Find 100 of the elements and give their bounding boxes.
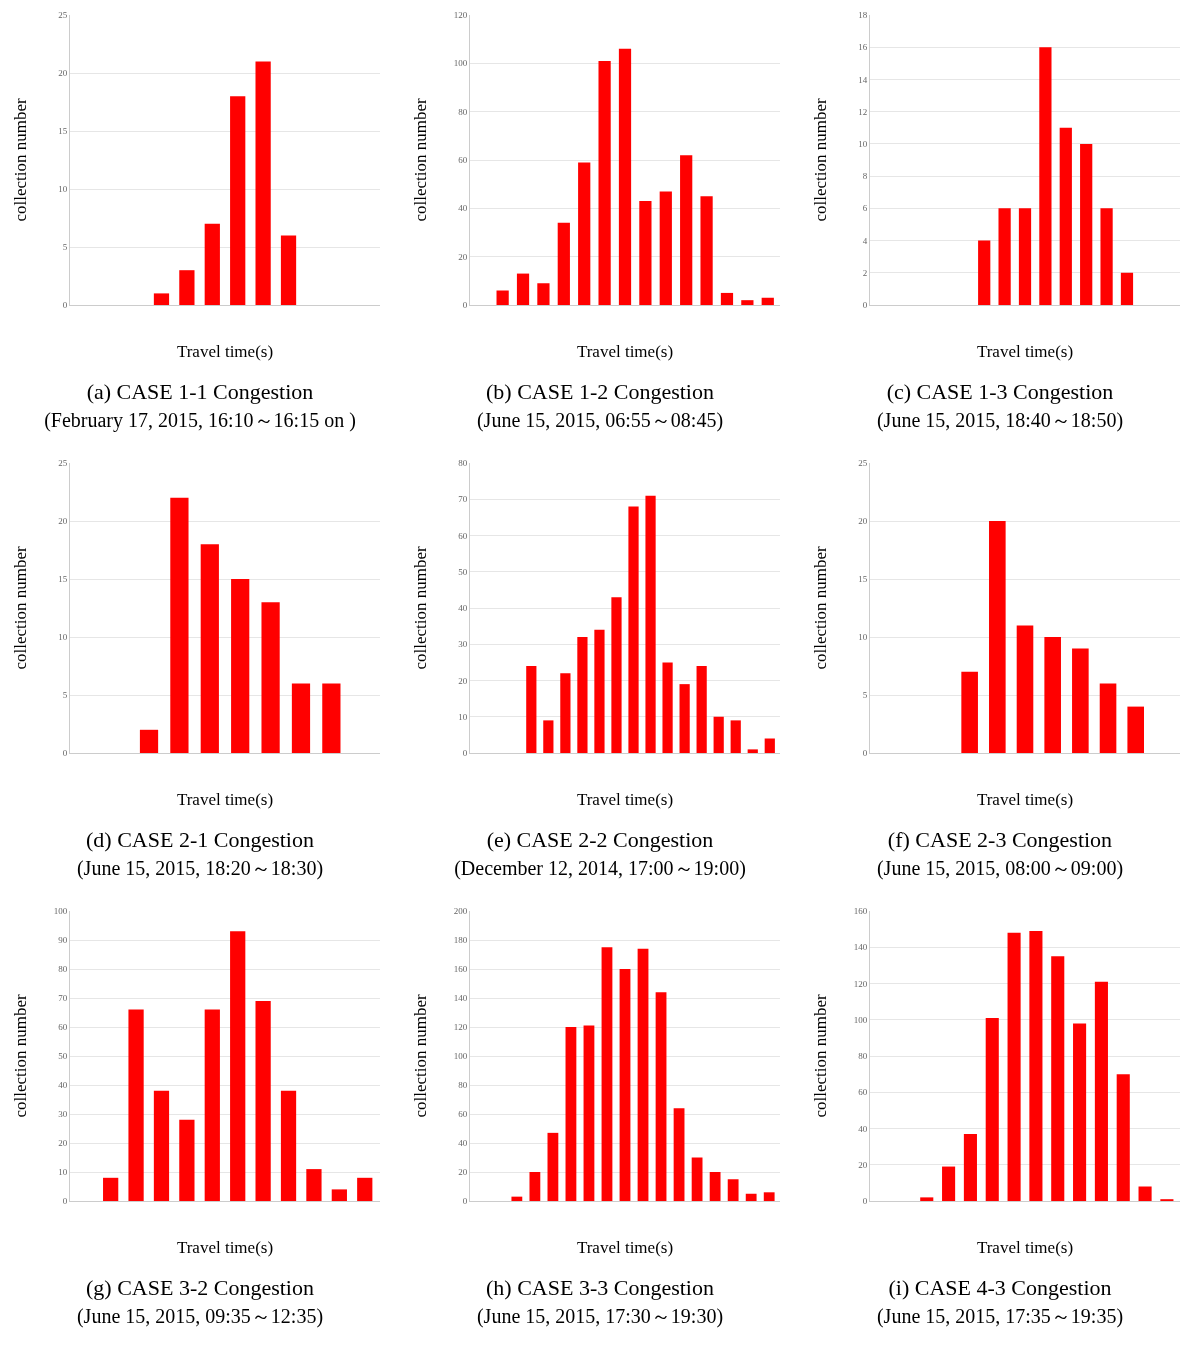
text: (g) CASE 3-2 Congestion — [85, 1274, 315, 1302]
bar — [598, 60, 611, 305]
text: (June 15, 2015, 17:35～19:35) — [875, 1304, 1125, 1330]
text: (d) CASE 2-1 Congestion — [85, 826, 315, 854]
y-tick-label: 10 — [458, 711, 468, 722]
bar — [741, 300, 754, 305]
y-tick-label: 80 — [58, 964, 68, 975]
bar — [1059, 127, 1072, 305]
bar — [730, 720, 741, 753]
bar — [745, 1193, 757, 1201]
bar — [963, 1133, 977, 1201]
text: (h) CASE 3-3 Congestion — [485, 1274, 715, 1302]
bar — [1127, 706, 1145, 753]
bar — [1073, 1023, 1087, 1201]
y-tick-label: 50 — [58, 1051, 68, 1062]
x-axis-title: Travel time(s) — [576, 1238, 674, 1258]
y-tick-label: 40 — [858, 1123, 868, 1134]
y-tick-label: 25 — [858, 458, 868, 469]
y-tick-label: 0 — [62, 748, 68, 759]
bar — [200, 544, 219, 753]
bar — [179, 270, 195, 305]
bar — [1099, 683, 1117, 753]
bar — [619, 969, 631, 1201]
bar — [618, 48, 632, 305]
y-tick-label: 20 — [58, 68, 68, 79]
bar — [255, 1000, 271, 1201]
y-tick-label: 0 — [62, 1196, 68, 1207]
text: (June 15, 2015, 09:35～12:35) — [75, 1304, 325, 1330]
bar — [516, 273, 530, 305]
bar — [261, 602, 280, 753]
bar — [153, 1090, 170, 1201]
y-tick-label: 0 — [462, 300, 468, 311]
bar — [577, 637, 588, 753]
bar — [1116, 1074, 1130, 1201]
y-tick-label: 10 — [58, 1167, 68, 1178]
text: (b) CASE 1-2 Congestion — [485, 378, 715, 406]
y-tick-label: 0 — [462, 1196, 468, 1207]
x-axis-title: Travel time(s) — [976, 342, 1074, 362]
bar — [547, 1132, 559, 1201]
bar — [985, 1017, 999, 1201]
x-axis-title: Travel time(s) — [976, 1238, 1074, 1258]
x-axis-title: Travel time(s) — [576, 342, 674, 362]
text: (e) CASE 2-2 Congestion — [485, 826, 715, 854]
bar — [103, 1177, 119, 1201]
bar — [920, 1197, 934, 1201]
y-axis-title: collection number — [11, 98, 30, 222]
bar — [673, 1108, 685, 1201]
y-tick-label: 80 — [458, 106, 468, 117]
y-tick-label: 5 — [862, 690, 868, 701]
bar — [231, 579, 250, 753]
y-tick-label: 20 — [58, 516, 68, 527]
bar — [1039, 47, 1052, 305]
y-tick-label: 100 — [53, 906, 68, 917]
bar — [611, 597, 622, 753]
y-tick-label: 2 — [862, 267, 868, 278]
y-tick-label: 160 — [453, 964, 468, 975]
bar — [662, 662, 673, 753]
y-tick-label: 12 — [858, 106, 868, 117]
bar — [637, 948, 649, 1201]
y-tick-label: 6 — [862, 203, 868, 214]
bar — [761, 297, 774, 305]
bar — [170, 497, 189, 753]
bar — [691, 1157, 703, 1201]
y-tick-label: 180 — [453, 935, 468, 946]
bar — [1016, 625, 1034, 753]
bar — [565, 1027, 577, 1201]
text: (February 17, 2015, 16:10～16:15 on ) — [43, 408, 357, 434]
y-tick-label: 0 — [862, 748, 868, 759]
bar — [680, 155, 693, 305]
bar — [696, 666, 707, 753]
bar — [713, 716, 724, 753]
bar — [128, 1009, 144, 1201]
bar — [594, 629, 605, 753]
y-tick-label: 20 — [58, 1138, 68, 1149]
bar — [255, 61, 271, 305]
y-axis-title: collection number — [411, 546, 430, 670]
text: (c) CASE 1-3 Congestion — [885, 378, 1115, 406]
bar — [1080, 143, 1093, 305]
y-tick-label: 120 — [853, 978, 868, 989]
y-tick-label: 0 — [462, 748, 468, 759]
y-tick-label: 4 — [862, 235, 868, 246]
y-tick-label: 16 — [858, 42, 868, 53]
bar — [655, 992, 667, 1201]
y-tick-label: 120 — [453, 1022, 468, 1033]
bar — [357, 1177, 373, 1201]
text: (June 15, 2015, 18:20～18:30) — [75, 856, 325, 882]
bar — [204, 1009, 220, 1201]
y-tick-label: 15 — [58, 574, 68, 585]
y-axis-title: collection number — [811, 546, 830, 670]
y-tick-label: 60 — [458, 155, 468, 166]
y-tick-label: 25 — [58, 10, 68, 21]
bar — [560, 673, 571, 753]
x-axis-title: Travel time(s) — [576, 790, 674, 810]
y-tick-label: 18 — [858, 10, 868, 21]
y-tick-label: 120 — [453, 10, 468, 21]
bar — [280, 1090, 297, 1201]
bar — [526, 666, 537, 753]
y-axis-title: collection number — [811, 994, 830, 1118]
y-tick-label: 60 — [458, 530, 468, 541]
bar — [511, 1196, 523, 1201]
